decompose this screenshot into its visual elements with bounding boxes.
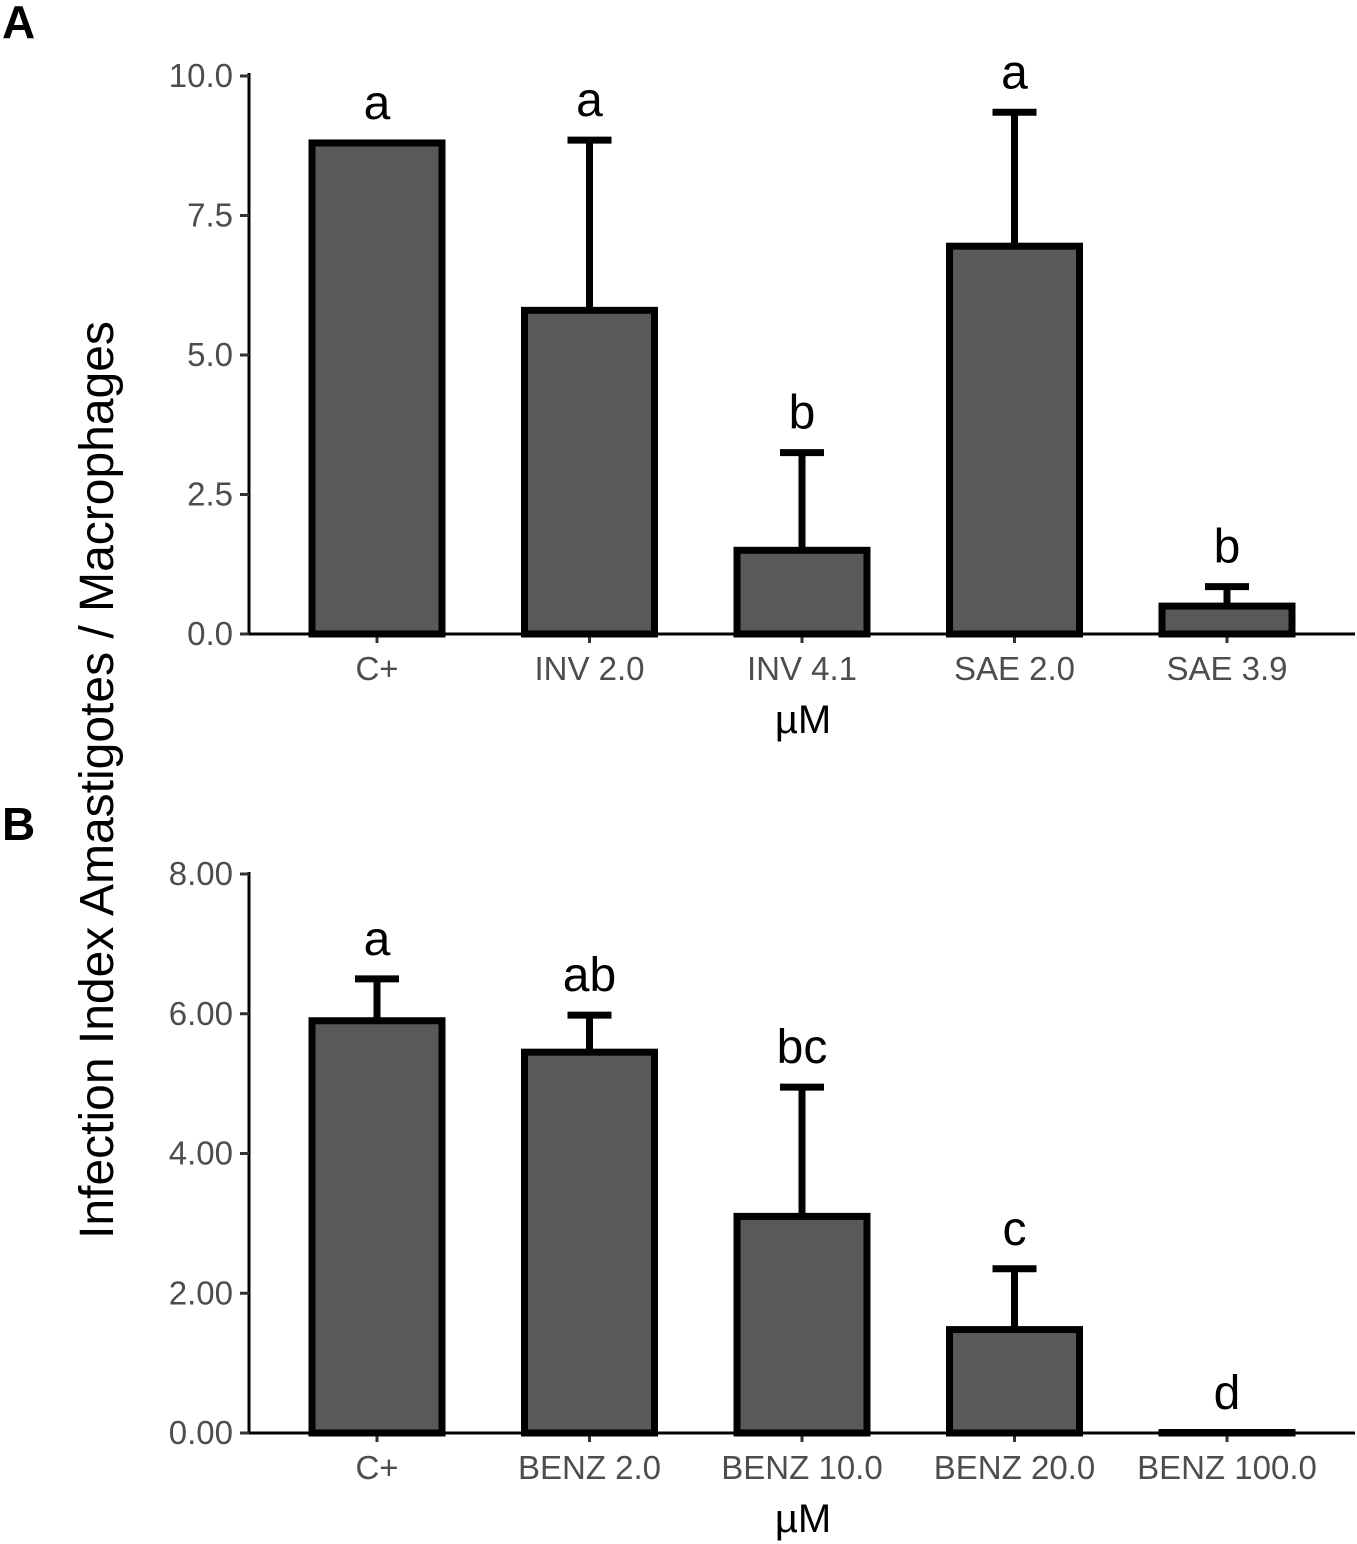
x-tick-label: BENZ 20.0 — [934, 1449, 1095, 1486]
x-tick-label: INV 2.0 — [534, 650, 644, 687]
y-tick-label: 2.5 — [187, 476, 233, 513]
significance-label: a — [364, 77, 391, 130]
y-tick-label: 0.00 — [169, 1414, 233, 1451]
x-tick-label: BENZ 10.0 — [721, 1449, 882, 1486]
significance-label: a — [576, 74, 603, 127]
x-tick-label: SAE 3.9 — [1166, 650, 1287, 687]
x-tick-label: BENZ 2.0 — [518, 1449, 661, 1486]
bar — [1158, 1429, 1296, 1437]
x-tick-label: BENZ 100.0 — [1137, 1449, 1317, 1486]
bar — [521, 306, 658, 638]
panel-label-b: B — [2, 798, 35, 850]
x-tick-label: C+ — [355, 650, 398, 687]
significance-label: d — [1214, 1367, 1241, 1420]
bar — [308, 139, 446, 638]
y-tick-label: 4.00 — [169, 1135, 233, 1172]
y-tick-label: 5.0 — [187, 336, 233, 373]
significance-label: a — [364, 913, 391, 966]
y-tick-label: 10.0 — [169, 57, 233, 94]
significance-label: c — [1003, 1203, 1027, 1256]
y-tick-label: 8.00 — [169, 855, 233, 892]
significance-label: a — [1001, 46, 1028, 99]
significance-label: bc — [777, 1021, 828, 1074]
x-axis-title: µM — [775, 1497, 831, 1541]
y-tick-label: 6.00 — [169, 995, 233, 1032]
significance-label: ab — [563, 949, 616, 1002]
bar — [733, 1212, 871, 1437]
y-tick-label: 7.5 — [187, 197, 233, 234]
significance-label: b — [789, 387, 816, 440]
panel-a: A µM 0.0 2.5 5.0 7.5 10.0 C+ a INV 2.0 a INV 4.1 b… — [2, 0, 1355, 742]
y-tick-label: 0.0 — [187, 615, 233, 652]
x-tick-label: C+ — [355, 1449, 398, 1486]
significance-label: b — [1214, 521, 1241, 574]
bar — [733, 546, 871, 638]
bar — [521, 1048, 658, 1437]
y-tick-label: 2.00 — [169, 1274, 233, 1311]
y-axis-title: Infection Index Amastigotes / Macrophage… — [71, 321, 124, 1239]
bar — [946, 1326, 1083, 1437]
bar — [308, 1017, 446, 1437]
bar — [946, 242, 1083, 638]
x-tick-label: INV 4.1 — [747, 650, 857, 687]
bar — [1158, 602, 1296, 638]
x-tick-label: SAE 2.0 — [954, 650, 1075, 687]
panel-b: B µM 0.00 2.00 4.00 6.00 8.00 C+ a BENZ 2.0 ab BE… — [2, 798, 1355, 1541]
x-axis-title: µM — [775, 698, 831, 742]
panel-label-a: A — [2, 0, 35, 48]
